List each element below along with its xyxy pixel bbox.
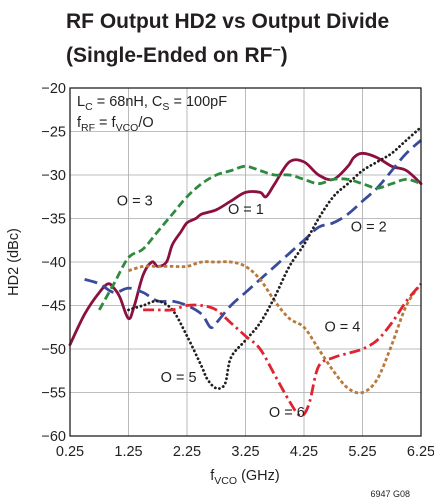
chart-title-line-1: RF Output HD2 vs Output Divide xyxy=(66,10,390,33)
condition-line-2: fRF = fVCO/O xyxy=(77,115,154,134)
plot-frame xyxy=(69,87,422,437)
y-tick-label: −35 xyxy=(41,212,66,228)
chart-title-line-2-superscript: – xyxy=(272,42,281,58)
series-line-o3 xyxy=(98,164,422,311)
curve-label: O = 6 xyxy=(269,405,305,421)
curve-label: O = 1 xyxy=(228,202,264,218)
curve-label: O = 4 xyxy=(324,320,360,336)
series-line-o4 xyxy=(128,260,423,395)
y-tick-label: −55 xyxy=(41,386,66,402)
series-line-o5 xyxy=(127,125,423,390)
y-tick-label: −25 xyxy=(41,125,66,141)
y-tick-label: −50 xyxy=(41,342,66,358)
grid xyxy=(70,88,421,436)
x-tick-label: 0.25 xyxy=(56,444,84,460)
chart-title-line-2-prefix: (Single-Ended on RF xyxy=(66,44,273,67)
curve-label: O = 2 xyxy=(351,220,387,236)
y-tick-label: −20 xyxy=(41,81,66,97)
curve-label: O = 5 xyxy=(161,370,197,386)
series-lines xyxy=(68,125,423,418)
x-tick-label: 6.25 xyxy=(407,444,434,460)
x-tick-label: 2.25 xyxy=(173,444,201,460)
x-tick-label: 4.25 xyxy=(290,444,318,460)
curve-label: O = 3 xyxy=(117,193,153,209)
curve-labels: O = 3 O = 1 O = 2 O = 4 O = 5 O = 6 xyxy=(117,193,387,420)
y-tick-label: −40 xyxy=(41,255,66,271)
y-tick-label: −60 xyxy=(41,429,66,445)
series-line-o6 xyxy=(143,282,423,418)
chart-title-line-2: (Single-Ended on RF–) xyxy=(66,37,426,69)
condition-line-1: LC = 68nH, CS = 100pF xyxy=(77,94,227,113)
series-line-o2 xyxy=(84,139,422,330)
x-tick-label: 5.25 xyxy=(348,444,376,460)
figure-id: 6947 G08 xyxy=(370,489,410,499)
chart-title-line-2-suffix: ) xyxy=(280,44,288,67)
y-tick-label: −45 xyxy=(41,299,66,315)
y-axis-label: HD2 (dBc) xyxy=(6,228,22,296)
tick-labels: 0.25 1.25 2.25 3.25 4.25 5.25 6.25 −20 −25 −30 −35… xyxy=(41,81,434,460)
x-tick-label: 1.25 xyxy=(114,444,142,460)
x-axis-label: fVCO (GHz) xyxy=(210,468,279,487)
y-tick-label: −30 xyxy=(41,168,66,184)
series-line-o1 xyxy=(68,151,423,347)
x-tick-label: 3.25 xyxy=(231,444,259,460)
